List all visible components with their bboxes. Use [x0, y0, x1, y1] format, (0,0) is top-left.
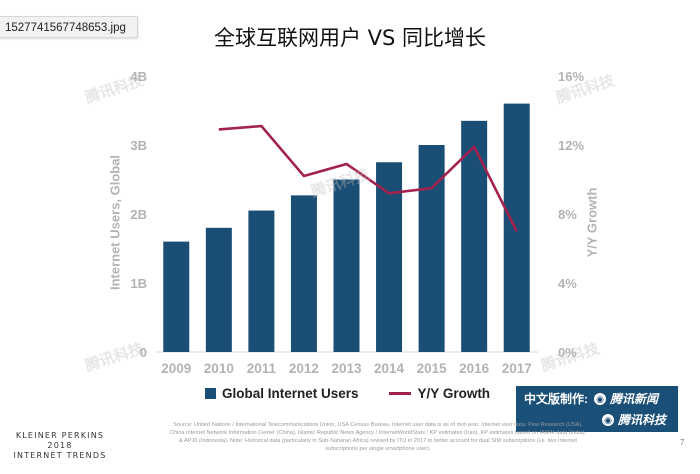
- footer-brand-line3: INTERNET TRENDS: [13, 451, 107, 460]
- x-tick-label: 2009: [161, 361, 191, 376]
- x-tick-label: 2015: [417, 361, 448, 376]
- y-tick-label: 0: [140, 345, 147, 360]
- y-tick-label: 4B: [130, 69, 147, 84]
- source-note: Source: United Nations / International T…: [169, 422, 587, 452]
- x-tick-label: 2012: [289, 361, 319, 376]
- y-tick-label: 3B: [130, 138, 147, 153]
- y2-axis-title: Y/Y Growth: [584, 187, 600, 258]
- y-axis-title: Internet Users, Global: [107, 154, 123, 291]
- x-tick-label: 2014: [374, 361, 405, 376]
- x-tick-label: 2011: [247, 361, 277, 376]
- bar-2012: [290, 195, 317, 352]
- bar-2017: [503, 103, 530, 352]
- x-tick-label: 2017: [502, 361, 532, 376]
- bar-2009: [163, 241, 190, 352]
- y2-tick-label: 4%: [558, 276, 577, 291]
- credit-label: 中文版制作:: [524, 392, 588, 406]
- file-name-tab[interactable]: 1527741567748653.jpg: [0, 16, 138, 38]
- chart-title: 全球互联网用户 VS 同比增长: [213, 26, 487, 50]
- footer-brand-line2: 2018: [47, 441, 73, 450]
- credit-box: 中文版制作: ◉ 腾讯新闻 ◉ 腾讯科技: [516, 386, 678, 432]
- tencent-news-logo-icon: ◉: [594, 392, 606, 405]
- y-tick-label: 1B: [130, 276, 147, 291]
- footer-brand: KLEINER PERKINS 2018 INTERNET TRENDS: [10, 431, 110, 461]
- y-tick-label: 2B: [130, 207, 147, 222]
- page-number: 7: [680, 438, 685, 447]
- x-tick-label: 2013: [331, 361, 362, 376]
- legend-bar-label: Global Internet Users: [222, 385, 359, 401]
- legend-line-swatch: [388, 391, 411, 395]
- bar-2010: [205, 227, 232, 352]
- footer-brand-line1: KLEINER PERKINS: [15, 431, 105, 440]
- bar-2014: [376, 162, 403, 352]
- y2-tick-label: 16%: [558, 69, 584, 84]
- credit-brand-tech: 腾讯科技: [618, 413, 667, 427]
- bar-2013: [333, 179, 360, 352]
- x-tick-label: 2016: [459, 361, 490, 376]
- legend: Global Internet Users Y/Y Growth: [205, 384, 490, 402]
- credit-brand-news: 腾讯新闻: [610, 392, 659, 406]
- y2-tick-label: 8%: [558, 207, 577, 222]
- y2-tick-label: 12%: [558, 138, 584, 153]
- growth-line: [218, 124, 518, 232]
- bar-2016: [461, 120, 488, 352]
- legend-bar-swatch: [205, 387, 216, 399]
- bar-2011: [248, 210, 275, 352]
- legend-line-label: Y/Y Growth: [417, 385, 491, 401]
- x-tick-label: 2010: [204, 361, 234, 376]
- bar-2015: [418, 145, 445, 352]
- y2-tick-label: 0%: [558, 345, 577, 360]
- tencent-tech-logo-icon: ◉: [602, 413, 614, 426]
